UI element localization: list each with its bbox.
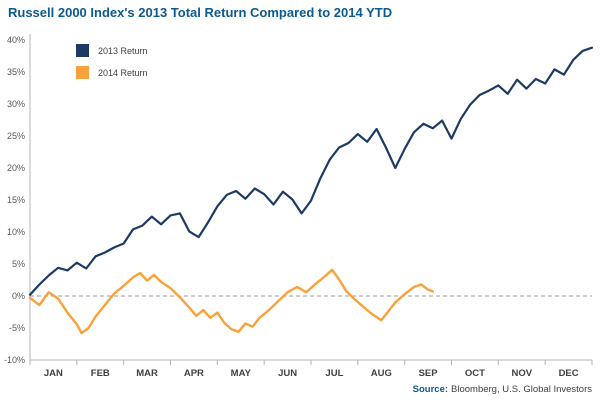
svg-text:35%: 35% xyxy=(7,67,25,77)
chart-legend: 2013 Return 2014 Return xyxy=(76,44,148,88)
svg-text:30%: 30% xyxy=(7,99,25,109)
svg-text:-10%: -10% xyxy=(4,355,25,365)
svg-text:0%: 0% xyxy=(12,291,25,301)
svg-text:DEC: DEC xyxy=(559,368,579,379)
chart-title: Russell 2000 Index's 2013 Total Return C… xyxy=(8,5,393,20)
svg-text:MAY: MAY xyxy=(231,368,252,379)
svg-text:MAR: MAR xyxy=(136,368,158,379)
line-chart: 40% 35% 30% 25% 20% 15% 10% 5% 0% -5% -10% JAN FEB MA… xyxy=(0,24,600,384)
legend-swatch-2013 xyxy=(76,44,89,57)
svg-text:JUL: JUL xyxy=(325,368,343,379)
legend-label-2014: 2014 Return xyxy=(98,67,148,78)
svg-text:10%: 10% xyxy=(7,227,25,237)
svg-text:APR: APR xyxy=(184,368,204,379)
svg-text:25%: 25% xyxy=(7,131,25,141)
legend-label-2013: 2013 Return xyxy=(98,45,148,56)
source-label: Source: xyxy=(412,384,449,395)
svg-text:JAN: JAN xyxy=(44,368,63,379)
legend-swatch-2014 xyxy=(76,66,89,79)
svg-text:-5%: -5% xyxy=(9,323,25,333)
svg-text:OCT: OCT xyxy=(465,368,485,379)
svg-text:20%: 20% xyxy=(7,163,25,173)
legend-item-2014: 2014 Return xyxy=(76,66,148,79)
svg-text:JUN: JUN xyxy=(278,368,297,379)
svg-text:40%: 40% xyxy=(7,35,25,45)
chart-plot-area: 40% 35% 30% 25% 20% 15% 10% 5% 0% -5% -10% JAN FEB MA… xyxy=(4,34,594,379)
svg-text:15%: 15% xyxy=(7,195,25,205)
source-text: Bloomberg, U.S. Global Investors xyxy=(451,384,592,395)
svg-text:FEB: FEB xyxy=(91,368,110,379)
source-note: Source: Bloomberg, U.S. Global Investors xyxy=(413,384,592,395)
svg-text:AUG: AUG xyxy=(371,368,392,379)
svg-text:SEP: SEP xyxy=(419,368,439,379)
svg-text:5%: 5% xyxy=(12,259,25,269)
svg-text:NOV: NOV xyxy=(512,368,533,379)
legend-item-2013: 2013 Return xyxy=(76,44,148,57)
